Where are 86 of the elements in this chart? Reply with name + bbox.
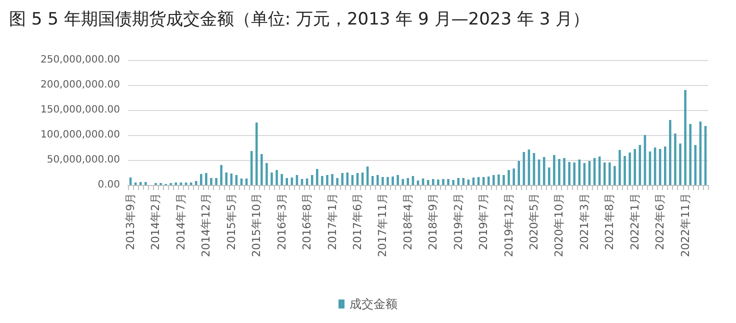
y-tick-label: 250,000,000.00 [40,54,120,66]
bar [266,163,268,185]
y-tick-label: 200,000,000.00 [40,80,120,90]
y-tick-label: 100,000,000.00 [40,130,120,140]
bar [210,178,212,185]
bar [205,173,208,185]
bar [270,172,273,185]
x-tick-label: 2015年10月 [250,193,264,257]
bar [220,165,222,185]
bar [386,177,389,185]
x-tick-label: 2016年3月 [275,193,288,250]
x-tick-label: 2013年9月 [124,193,138,250]
bar [614,166,616,185]
y-tick-label: 0.00 [98,180,120,190]
bar [260,154,263,185]
x-tick-label: 2019年12月 [502,193,516,257]
bar [689,124,692,185]
chart-title: 图 5 5 年期国债期货成交金额（单位: 万元，2013 年 9 月—2023 年 3 月） [9,10,590,30]
bar [432,179,434,185]
x-tick-label: 2021年8月 [603,193,616,250]
y-tick-label: 150,000,000.00 [40,104,120,116]
bar [452,180,454,185]
x-tick-label: 2016年8月 [300,193,314,250]
bar [563,158,566,185]
bar [321,176,324,185]
bar [144,182,147,185]
bar [331,174,334,185]
x-tick-label: 2020年5月 [528,193,540,250]
bar [608,162,611,185]
bar [624,156,626,185]
bar [457,178,460,185]
x-tick-label: 2014年7月 [174,193,188,250]
x-tick-label: 2018年4月 [401,193,414,250]
x-tick-label: 2015年5月 [224,193,238,250]
bar [402,179,404,185]
x-tick-label: 2017年6月 [350,193,364,250]
y-tick-label: 50,000,000.00 [46,154,120,166]
bar [512,168,515,185]
bar [447,179,450,185]
bar [200,174,202,185]
bar [382,177,384,185]
bar [684,90,686,185]
x-tick-label: 2019年2月 [452,193,465,250]
bar [674,134,676,185]
bar [392,176,394,185]
legend-label: 成交金额 [350,297,398,311]
bar [634,149,636,185]
bar [280,174,283,185]
bar [664,146,666,185]
x-tick-label: 2018年9月 [426,193,440,250]
x-tick-label: 2014年12月 [200,193,213,257]
bar [492,175,495,185]
bar [679,144,682,185]
bar [442,179,444,185]
x-tick-label: 2022年6月 [654,193,667,250]
x-tick-label: 2017年11月 [376,193,390,257]
bar [341,173,344,185]
bar [286,178,288,185]
bar [437,180,440,185]
x-tick-label: 2017年1月 [326,193,339,250]
bar [573,162,576,185]
bar [396,175,399,185]
x-tick-label: 2019年7月 [477,193,490,250]
bar [553,155,556,185]
bar [518,161,520,185]
x-tick-label: 2022年1月 [628,193,642,250]
bar [568,162,570,185]
x-tick-label: 2020年10月 [552,193,566,257]
bar [502,175,505,185]
bar [276,170,278,185]
bar [316,169,318,185]
bar [376,175,379,185]
x-tick-label: 2022年11月 [678,193,692,257]
bar [326,175,328,185]
bar [508,170,510,185]
x-tick-label: 2014年2月 [149,193,162,250]
bar [215,178,218,185]
bar [669,120,672,185]
bar [225,172,228,185]
bar [548,168,550,185]
bar [336,178,338,185]
bar [628,152,631,185]
bar [558,159,560,185]
x-tick-label: 2021年3月 [578,193,591,250]
bar [498,174,500,185]
bar [618,150,621,185]
